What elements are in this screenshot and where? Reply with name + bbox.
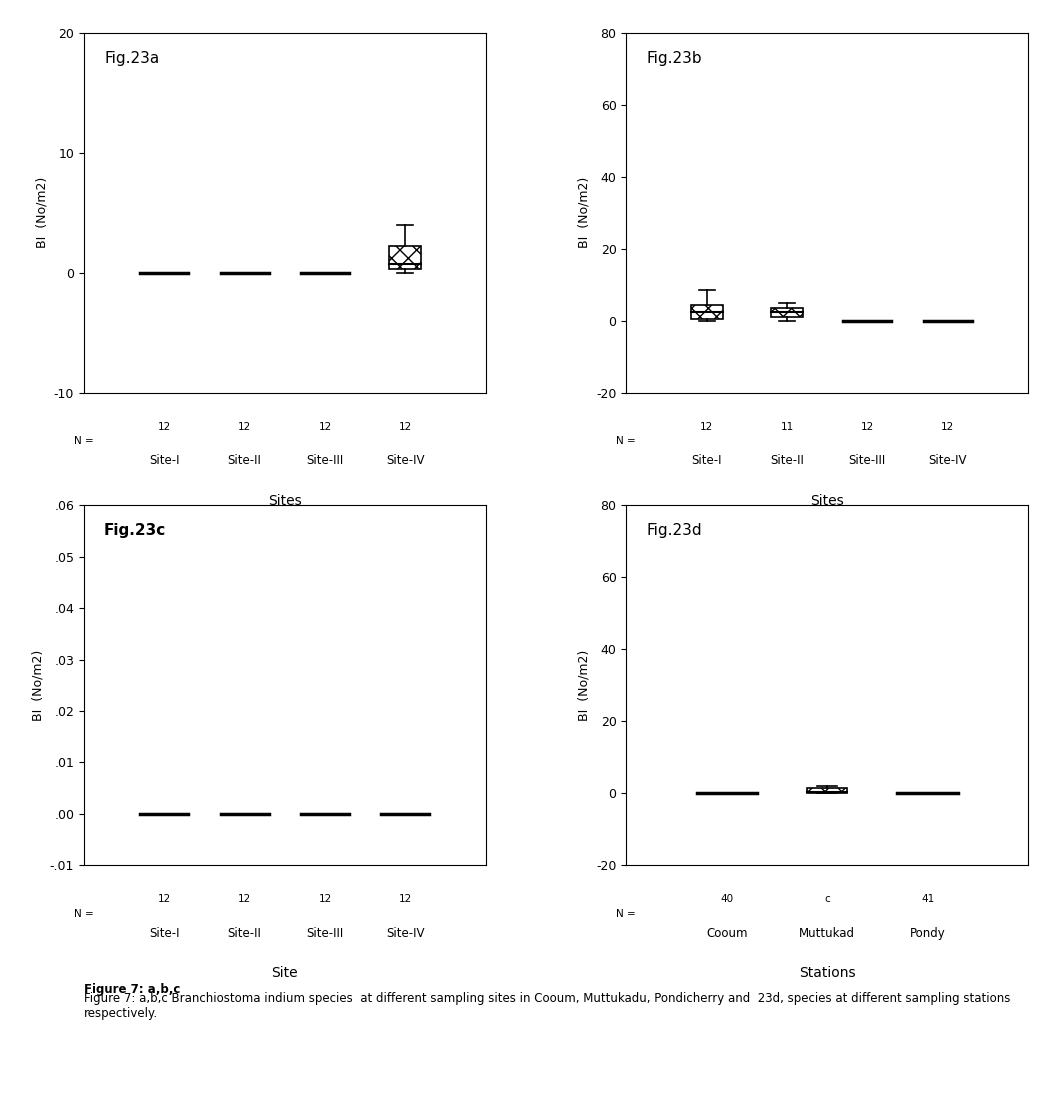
Text: Fig.23b: Fig.23b — [646, 50, 702, 66]
Text: Site: Site — [272, 966, 298, 980]
Text: 12: 12 — [157, 894, 171, 904]
Text: Site-II: Site-II — [770, 454, 804, 467]
Text: 12: 12 — [318, 421, 331, 432]
Text: 12: 12 — [399, 421, 412, 432]
Text: Site-II: Site-II — [228, 927, 261, 940]
FancyBboxPatch shape — [807, 788, 848, 793]
Text: Site-IV: Site-IV — [386, 454, 425, 467]
Text: Site-II: Site-II — [228, 454, 261, 467]
Text: N =: N = — [617, 437, 636, 446]
Text: N =: N = — [74, 437, 93, 446]
Text: Site-IV: Site-IV — [386, 927, 425, 940]
FancyBboxPatch shape — [771, 309, 804, 317]
Text: Site-I: Site-I — [149, 454, 179, 467]
Text: 12: 12 — [238, 894, 252, 904]
Text: 12: 12 — [700, 421, 713, 432]
Text: N =: N = — [74, 908, 93, 919]
Text: Fig.23c: Fig.23c — [104, 523, 166, 538]
Text: 12: 12 — [399, 894, 412, 904]
Y-axis label: BI  (No/m2): BI (No/m2) — [31, 650, 44, 721]
Text: Site-III: Site-III — [849, 454, 886, 467]
Text: 12: 12 — [941, 421, 955, 432]
Text: Sites: Sites — [267, 493, 302, 508]
Text: 12: 12 — [238, 421, 252, 432]
Text: Fig.23d: Fig.23d — [646, 523, 702, 538]
FancyBboxPatch shape — [690, 305, 723, 319]
Text: Site-I: Site-I — [691, 454, 722, 467]
FancyBboxPatch shape — [389, 246, 422, 269]
Text: Cooum: Cooum — [706, 927, 748, 940]
Text: Site-I: Site-I — [149, 927, 179, 940]
Text: 12: 12 — [860, 421, 874, 432]
Y-axis label: BI  (No/m2): BI (No/m2) — [578, 177, 591, 248]
Text: Stations: Stations — [799, 966, 856, 980]
Text: 12: 12 — [157, 421, 171, 432]
Text: Figure 7: a,b,c Branchiostoma indium species  at different sampling sites in Coo: Figure 7: a,b,c Branchiostoma indium spe… — [84, 992, 1010, 1020]
Text: Fig.23a: Fig.23a — [104, 50, 159, 66]
Text: c: c — [825, 894, 830, 904]
Text: 12: 12 — [318, 894, 331, 904]
Text: 41: 41 — [921, 894, 935, 904]
Text: Site-III: Site-III — [306, 454, 344, 467]
Text: Sites: Sites — [810, 493, 844, 508]
Text: Figure 7: a,b,c: Figure 7: a,b,c — [84, 984, 185, 997]
Text: 40: 40 — [721, 894, 733, 904]
Text: N =: N = — [617, 908, 636, 919]
Text: Site-IV: Site-IV — [928, 454, 967, 467]
Text: Site-III: Site-III — [306, 927, 344, 940]
Y-axis label: BI  (No/m2): BI (No/m2) — [36, 177, 48, 248]
Text: Pondy: Pondy — [909, 927, 945, 940]
Y-axis label: BI  (No/m2): BI (No/m2) — [578, 650, 591, 721]
Text: 11: 11 — [780, 421, 794, 432]
Text: Muttukad: Muttukad — [799, 927, 855, 940]
